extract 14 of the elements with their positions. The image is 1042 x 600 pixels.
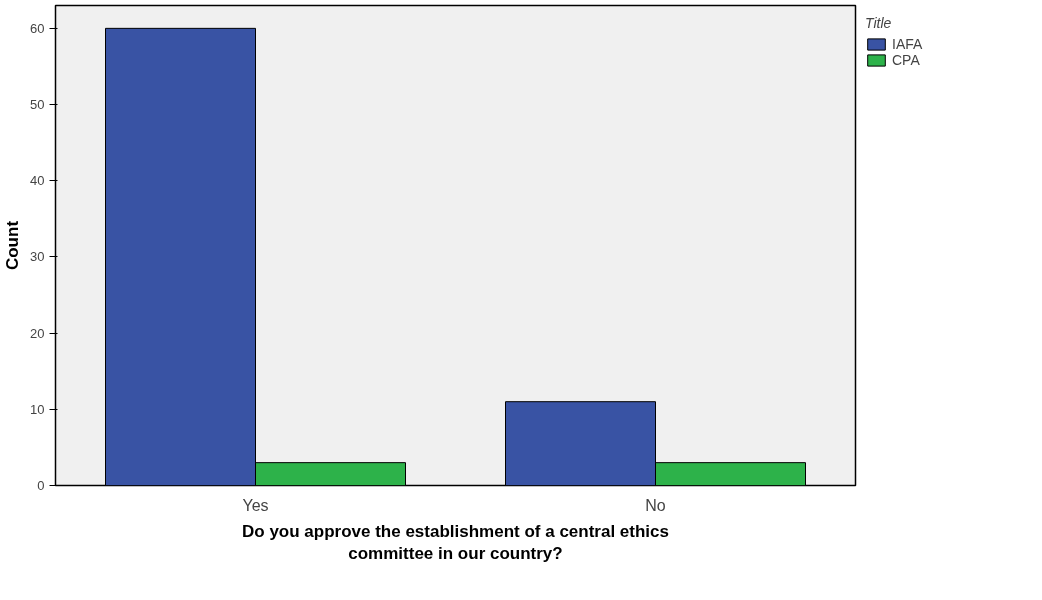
y-tick-label: 60: [30, 20, 45, 36]
x-tick-label: No: [645, 496, 666, 514]
legend-label: CPA: [892, 52, 920, 68]
x-tick-label: Yes: [242, 496, 269, 514]
y-tick-label: 20: [30, 325, 45, 341]
y-tick-label: 0: [37, 478, 45, 493]
y-tick-label: 40: [30, 173, 45, 189]
y-tick-label: 10: [30, 401, 45, 417]
legend-title: Title: [865, 15, 893, 31]
y-tick-label: 30: [30, 249, 45, 265]
x-axis-title: Do you approve the establishment of a central ethics committee in our country?: [242, 521, 669, 564]
y-tick-label: 50: [30, 97, 45, 113]
y-axis-title: Count: [3, 220, 23, 271]
legend-label: IAFA: [892, 36, 923, 52]
